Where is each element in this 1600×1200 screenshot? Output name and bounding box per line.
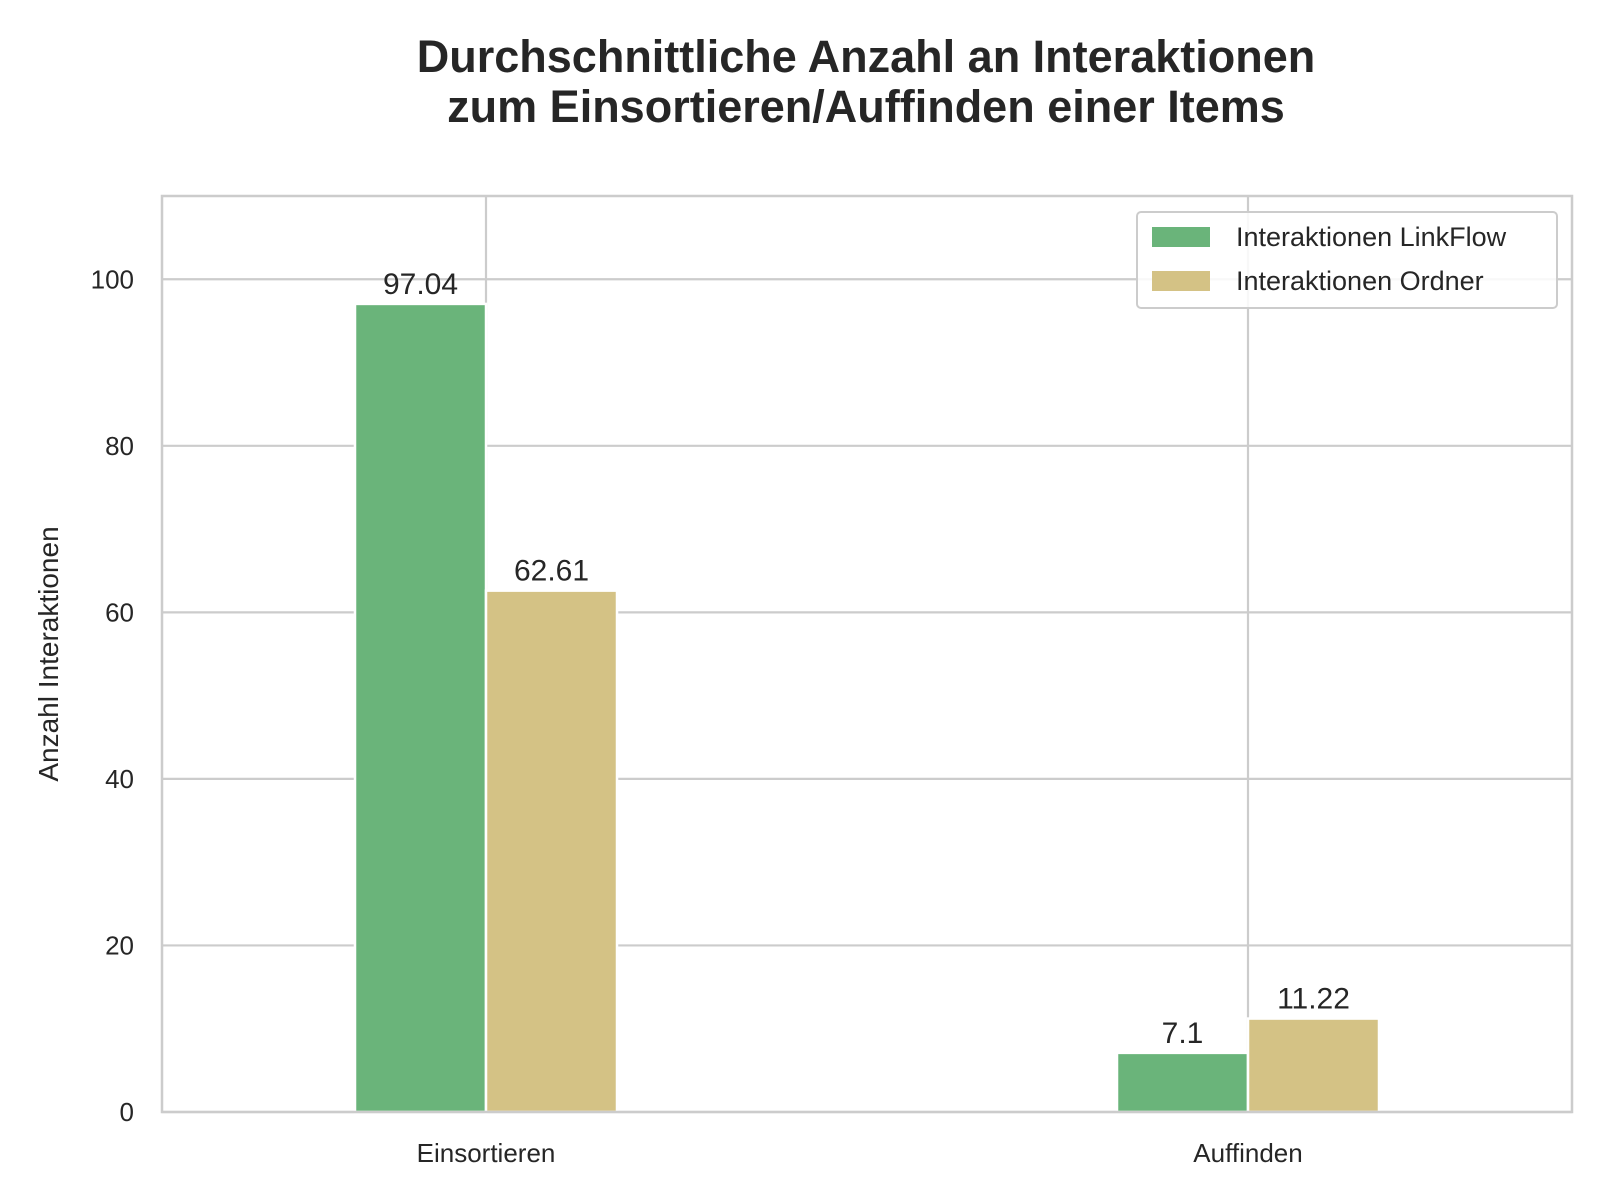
legend-label-ordner: Interaktionen Ordner [1236,266,1484,296]
y-tick-label: 20 [105,930,134,960]
bar-value-label: 97.04 [383,268,458,301]
bar [1115,1051,1250,1114]
legend: Interaktionen LinkFlow Interaktionen Ord… [1136,211,1558,309]
y-tick-label: 80 [105,431,134,461]
x-tick-label: Einsortieren [417,1138,556,1168]
bar [484,589,619,1114]
chart-title-line-1: Durchschnittliche Anzahl an Interaktione… [417,31,1315,82]
bar-value-label: 62.61 [514,555,589,588]
bar-value-label: 11.22 [1277,983,1350,1016]
y-tick-label: 0 [120,1097,134,1127]
legend-label-linkflow: Interaktionen LinkFlow [1236,222,1507,252]
bars [353,302,1381,1114]
legend-swatch-linkflow [1152,227,1210,247]
y-tick-label: 40 [105,764,134,794]
y-tick-label: 100 [91,264,134,294]
x-tick-label: Auffinden [1193,1138,1302,1168]
bar [1246,1017,1381,1114]
bar [353,302,488,1114]
bar-value-label: 7.1 [1162,1017,1204,1050]
y-axis-label: Anzahl Interaktionen [33,526,64,781]
data-labels: 97.04 7.1 62.61 11.22 [383,268,1350,1050]
legend-box [1136,211,1558,309]
y-axis-ticks: 0 20 40 60 80 100 [91,264,134,1127]
legend-swatch-ordner [1152,271,1210,291]
plot-frame [160,194,1574,1114]
chart-title: Durchschnittliche Anzahl an Interaktione… [417,31,1315,132]
chart-title-line-2: zum Einsortieren/Auffinden einer Items [447,81,1285,132]
y-tick-label: 60 [105,597,134,627]
x-axis-ticks: Einsortieren Auffinden [417,1138,1303,1168]
